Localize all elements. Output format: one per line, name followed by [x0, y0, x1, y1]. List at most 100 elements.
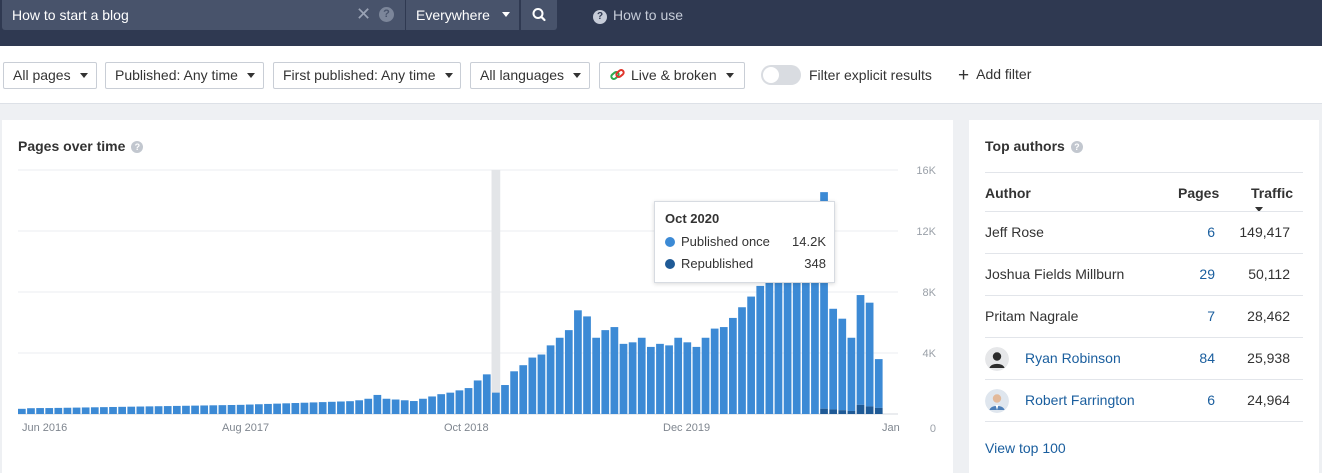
view-top-100-link[interactable]: View top 100: [985, 440, 1066, 456]
bar-published-once: [473, 380, 482, 414]
tooltip-title: Oct 2020: [665, 211, 720, 226]
bar-published-once: [501, 385, 509, 414]
bar-published-once: [127, 406, 136, 414]
bar-published-once: [355, 400, 363, 414]
author-pages-link[interactable]: 84: [1199, 350, 1215, 366]
search-query[interactable]: How to start a blog: [12, 7, 129, 23]
bar-published-once: [601, 330, 610, 414]
bar-published-once: [236, 404, 245, 414]
add-filter-button[interactable]: + Add filter: [958, 66, 1031, 85]
bar-published-once: [801, 231, 810, 414]
bar-republished: [829, 409, 838, 414]
bar-published-once: [765, 276, 774, 414]
filter-label: Published: Any time: [115, 67, 238, 83]
bar-published-once: [18, 408, 26, 414]
bar-published-once: [555, 337, 564, 414]
bar-published-once: [273, 403, 281, 414]
search-button[interactable]: [520, 0, 557, 30]
bar-published-once: [373, 394, 382, 414]
bar-published-once: [163, 406, 172, 414]
column-traffic[interactable]: Traffic: [1251, 185, 1303, 217]
column-pages[interactable]: Pages: [1178, 185, 1220, 201]
help-icon[interactable]: ?: [379, 7, 394, 22]
bar-published-once: [838, 318, 847, 411]
bar-published-once: [245, 404, 254, 414]
explicit-toggle[interactable]: [761, 65, 801, 85]
bar-published-once: [109, 406, 117, 414]
help-icon[interactable]: ?: [1070, 141, 1083, 153]
top-bar: How to start a blog ✕ ? Everywhere ? How …: [0, 0, 1322, 46]
filter-live-broken[interactable]: Live & broken: [599, 62, 745, 89]
authors-table-header: Author Pages Traffic: [985, 185, 1303, 212]
search-input[interactable]: How to start a blog ✕ ?: [2, 0, 405, 30]
filter-all-pages[interactable]: All pages: [3, 62, 97, 89]
panel-title: Top authors?: [985, 138, 1083, 154]
help-icon[interactable]: ?: [131, 141, 144, 153]
author-name: Jeff Rose: [985, 224, 1044, 240]
filter-first-published[interactable]: First published: Any time: [273, 62, 461, 89]
table-row: Ryan Robinson 84 25,938: [985, 338, 1303, 380]
bar-published-once: [829, 308, 838, 410]
filter-languages[interactable]: All languages: [470, 62, 590, 89]
bar-republished: [838, 410, 847, 414]
column-author: Author: [985, 185, 1031, 201]
bar-published-once: [692, 346, 701, 414]
clear-icon[interactable]: ✕: [356, 4, 372, 24]
chevron-down-icon: [573, 73, 582, 78]
bar-published-once: [100, 407, 108, 414]
bar-published-once: [419, 398, 427, 414]
bar-published-once: [291, 403, 300, 414]
bar-published-once: [318, 402, 327, 414]
bar-published-once: [346, 401, 354, 414]
author-pages-link[interactable]: 6: [1207, 392, 1215, 408]
pages-over-time-panel: 16K 12K 8K 4K 0 Jun 2016 Aug 2017 Oct 2018 Dec 2…: [2, 120, 953, 473]
bar-published-once: [482, 374, 491, 414]
author-name-link[interactable]: Ryan Robinson: [1025, 350, 1121, 366]
panel-title: Pages over time?: [18, 138, 144, 154]
filter-published[interactable]: Published: Any time: [105, 62, 264, 89]
author-name: Pritam Nagrale: [985, 308, 1079, 324]
bar-published-once: [783, 253, 792, 414]
bar-published-once: [865, 302, 874, 407]
bar-published-once: [637, 337, 646, 414]
bar-published-once: [264, 403, 272, 414]
bar-republished: [874, 407, 883, 414]
author-pages-link[interactable]: 29: [1199, 266, 1215, 282]
scope-dropdown[interactable]: Everywhere: [405, 0, 519, 30]
bar-published-once: [774, 264, 783, 414]
filter-label: First published: Any time: [283, 67, 436, 83]
author-pages-link[interactable]: 6: [1207, 224, 1215, 240]
filter-label: All languages: [480, 67, 565, 83]
divider: [985, 379, 1303, 380]
bar-published-once: [154, 406, 163, 414]
chevron-down-icon: [502, 12, 510, 17]
pages-over-time-chart: 16K 12K 8K 4K 0 Jun 2016 Aug 2017 Oct 2018 Dec 2…: [18, 165, 937, 435]
toggle-knob: [763, 67, 779, 83]
bar-published-once: [446, 392, 455, 414]
bar-published-once: [619, 343, 628, 414]
bar-published-once: [701, 337, 710, 414]
bar-published-once: [528, 357, 537, 414]
y-tick-label: 8K: [923, 287, 937, 299]
how-to-use-link[interactable]: ? How to use: [593, 7, 683, 24]
tooltip-label: Published once: [681, 234, 770, 249]
x-tick-label: Aug 2017: [222, 422, 269, 434]
divider: [985, 421, 1303, 422]
column-traffic-label: Traffic: [1251, 185, 1294, 201]
divider: [985, 211, 1303, 212]
bar-published-once: [200, 405, 209, 414]
author-name-link[interactable]: Robert Farrington: [1025, 392, 1135, 408]
bar-published-once: [54, 407, 63, 414]
bar-published-once: [172, 405, 181, 414]
bar-published-once: [255, 404, 263, 414]
bar-published-once: [756, 285, 765, 414]
chevron-down-icon: [444, 73, 453, 78]
chevron-down-icon: [79, 73, 88, 78]
divider: [985, 337, 1303, 338]
x-tick-label: Jun 2016: [22, 422, 67, 434]
bar-republished: [847, 410, 856, 414]
author-pages-link[interactable]: 7: [1207, 308, 1215, 324]
table-row: Robert Farrington 6 24,964: [985, 380, 1303, 422]
divider: [985, 295, 1303, 296]
bar-published-once: [610, 327, 619, 414]
